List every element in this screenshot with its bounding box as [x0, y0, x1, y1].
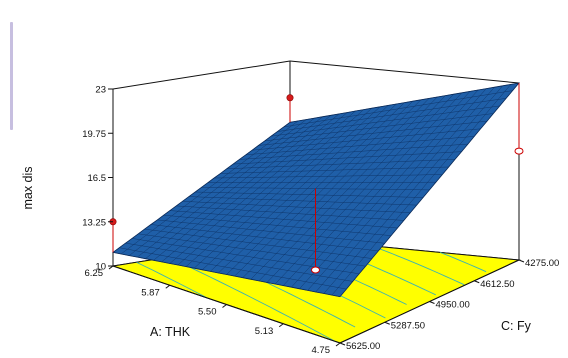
x-tick-label: 5.87 — [141, 287, 160, 298]
x-tick-mark — [222, 304, 227, 308]
surface-mesh-line — [207, 181, 436, 183]
floor-contour-line — [439, 251, 487, 273]
y-tick-mark — [518, 259, 525, 263]
design-point — [311, 266, 320, 274]
x-axis-label: A: THK — [150, 325, 191, 339]
surface-mesh-line — [169, 210, 398, 229]
surface-mesh-line — [138, 233, 366, 267]
z-tick-label: 16.5 — [88, 173, 107, 184]
surface-mesh-line — [131, 238, 360, 275]
surface-mesh-line — [144, 228, 373, 259]
surface-mesh-line — [289, 82, 520, 123]
design-point — [286, 94, 294, 102]
x-tick-mark — [165, 284, 171, 289]
y-tick-label: 4275.00 — [525, 258, 559, 269]
surface-mesh-line — [258, 120, 488, 146]
y-tick-label: 5287.50 — [391, 320, 425, 331]
surface-mesh-line — [220, 166, 449, 174]
surface-mesh-line — [112, 252, 341, 297]
y-tick-label: 4612.50 — [480, 279, 514, 290]
surface-mesh-line — [195, 191, 424, 198]
x-tick-label: 5.13 — [255, 326, 274, 337]
y-tick-mark — [384, 321, 390, 325]
z-tick-label: 23 — [95, 85, 106, 96]
y-tick-mark — [474, 280, 480, 284]
surface-mesh-line — [270, 105, 500, 137]
x-tick-mark — [108, 265, 114, 270]
x-tick-mark — [278, 323, 284, 328]
z-tick-label: 13.25 — [82, 217, 106, 228]
surface-mesh-line — [188, 196, 417, 206]
y-tick-label: 5625.00 — [346, 341, 380, 352]
surface-mesh-line — [283, 90, 513, 128]
floor-contour-line — [371, 245, 465, 286]
surface-mesh-line — [163, 214, 392, 236]
y-tick-label: 4950.00 — [436, 300, 470, 311]
z-axis-label: max dis — [21, 166, 35, 209]
surface-mesh-line — [176, 205, 404, 221]
floor-contour-line — [136, 261, 208, 299]
x-tick-label: 6.25 — [85, 268, 104, 279]
y-axis-label: C: Fy — [501, 319, 532, 333]
surface-mesh-line — [252, 128, 481, 151]
z-tick-label: 19.75 — [82, 129, 106, 140]
x-tick-mark — [335, 342, 341, 347]
z-tick-label: 10 — [95, 262, 106, 273]
surface-mesh-line — [239, 143, 468, 160]
surface-mesh-line — [157, 219, 385, 244]
x-tick-label: 5.50 — [198, 307, 217, 318]
sidebar-accent-bar — [10, 22, 13, 130]
surface-mesh-line — [125, 242, 353, 282]
surface-mesh-line — [233, 151, 462, 165]
y-tick-mark — [339, 342, 346, 346]
y-tick-mark — [429, 301, 435, 304]
surface-mesh-line — [245, 136, 475, 156]
surface-mesh-line — [264, 113, 494, 142]
floor-contour-line — [173, 259, 336, 342]
top-right-edge — [289, 60, 520, 84]
design-point — [514, 147, 524, 155]
surface-mesh-line — [182, 201, 411, 214]
surface-mesh-line — [150, 224, 379, 252]
top-left-edge — [112, 60, 291, 90]
surface-mesh-line — [119, 247, 347, 290]
x-tick-label: 4.75 — [312, 345, 331, 356]
surface-mesh-line — [277, 98, 507, 132]
surface-mesh-line — [214, 174, 443, 179]
surface-mesh-line — [226, 159, 456, 169]
